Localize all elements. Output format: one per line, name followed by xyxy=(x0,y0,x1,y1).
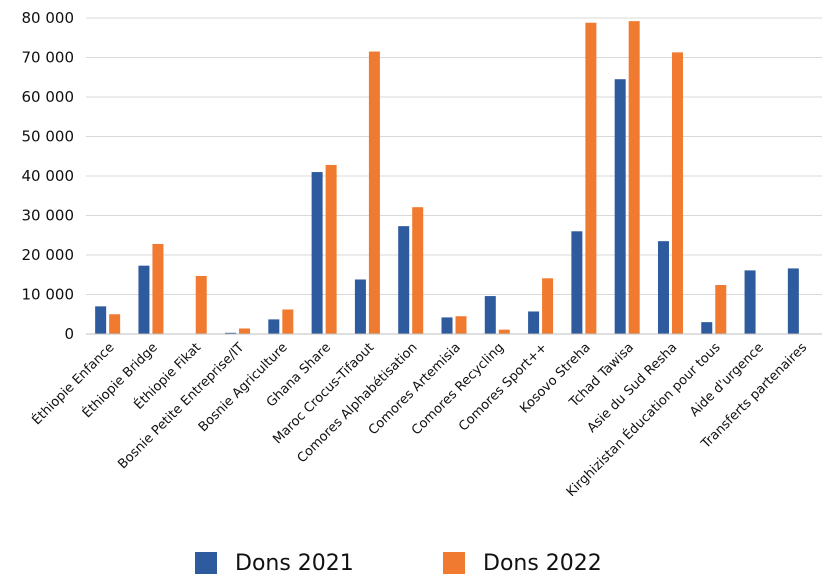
bar-dons-2021 xyxy=(484,296,496,334)
y-tick-label: 20 000 xyxy=(22,246,75,264)
bar-dons-2021 xyxy=(657,241,669,334)
bar-dons-2021 xyxy=(614,79,626,334)
bar-dons-2022 xyxy=(498,329,510,334)
legend-swatch-dons-2022 xyxy=(443,552,465,574)
bar-dons-2021 xyxy=(225,332,237,334)
x-category-label: Aide d'urgence xyxy=(687,340,767,420)
bar-dons-2022 xyxy=(368,51,380,334)
gridlines xyxy=(86,17,822,295)
x-category-label: Kirghizistan Éducation pour tous xyxy=(563,339,724,500)
bar-dons-2021 xyxy=(95,306,107,334)
bar-dons-2021 xyxy=(311,172,323,334)
bar-dons-2022 xyxy=(412,207,424,334)
y-tick-label: 0 xyxy=(64,325,74,343)
y-tick-label: 30 000 xyxy=(22,207,75,225)
y-tick-label: 70 000 xyxy=(22,49,75,67)
bar-dons-2021 xyxy=(787,268,799,334)
legend-label-dons-2022: Dons 2022 xyxy=(483,550,602,576)
bar-dons-2022 xyxy=(542,278,554,334)
bar-dons-2022 xyxy=(455,316,467,334)
bar-dons-2021 xyxy=(354,279,366,334)
y-tick-label: 40 000 xyxy=(22,167,75,185)
legend-swatch-dons-2021 xyxy=(195,552,217,574)
legend-item-dons-2021: Dons 2021 xyxy=(195,549,354,577)
bar-dons-2022 xyxy=(109,314,121,334)
bar-dons-2021 xyxy=(571,231,583,334)
bar-dons-2022 xyxy=(325,164,337,334)
bar-dons-2021 xyxy=(268,319,280,334)
bar-dons-2022 xyxy=(152,243,164,334)
legend-item-dons-2022: Dons 2022 xyxy=(443,549,602,577)
bar-dons-2021 xyxy=(138,265,150,334)
bar-chart: 0 10 000 20 000 30 000 40 000 50 000 60 000 70 … xyxy=(22,9,822,500)
legend-label-dons-2021: Dons 2021 xyxy=(235,550,354,576)
bar-dons-2022 xyxy=(585,22,597,335)
y-tick-label: 50 000 xyxy=(22,128,75,146)
bar-dons-2021 xyxy=(744,270,756,334)
bar-dons-2022 xyxy=(239,328,251,334)
y-tick-label: 80 000 xyxy=(22,9,75,27)
bar-dons-2022 xyxy=(715,285,727,334)
y-tick-label: 60 000 xyxy=(22,88,75,106)
bar-dons-2021 xyxy=(701,322,713,334)
bar-dons-2021 xyxy=(528,311,540,334)
bar-dons-2022 xyxy=(195,275,207,334)
bar-dons-2022 xyxy=(282,309,294,334)
bars xyxy=(95,21,799,335)
bar-dons-2022 xyxy=(628,21,640,334)
x-category-label: Éthiopie Enfance xyxy=(29,340,118,429)
y-axis-tick-labels: 0 10 000 20 000 30 000 40 000 50 000 60 000 70 … xyxy=(22,9,75,343)
bar-dons-2021 xyxy=(398,226,410,334)
y-tick-label: 10 000 xyxy=(22,286,75,304)
bar-dons-2022 xyxy=(671,52,683,335)
x-category-label: Éthiopie Bridge xyxy=(79,340,161,422)
bar-dons-2021 xyxy=(441,317,453,334)
